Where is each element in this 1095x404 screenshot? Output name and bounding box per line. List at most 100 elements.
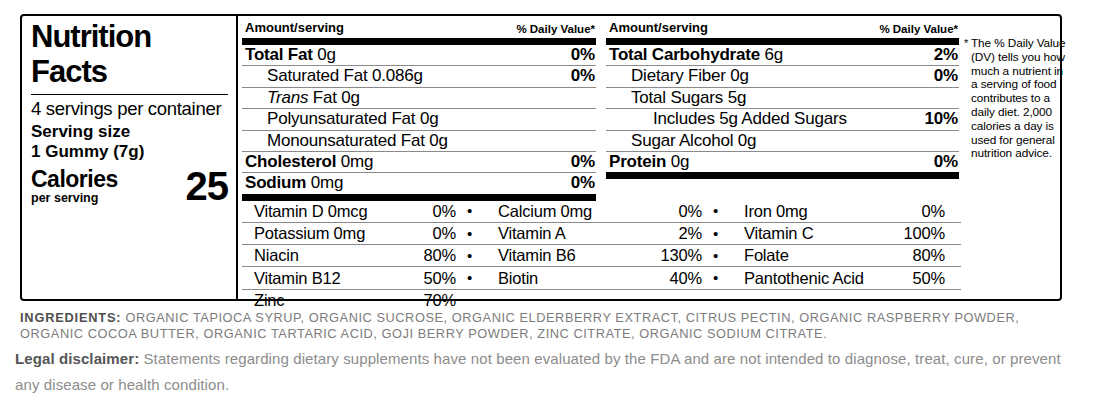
micronutrient-daily-value: 0% bbox=[433, 224, 456, 243]
micronutrient-daily-value: 80% bbox=[424, 246, 456, 265]
bullet-separator: • bbox=[702, 229, 718, 239]
micronutrient-name: Biotin bbox=[498, 269, 670, 288]
micronutrient-name: Folate bbox=[744, 246, 913, 265]
nutrient-columns: Amount/serving % Daily Value* Total Fat … bbox=[242, 19, 1066, 201]
micronutrient-row: Niacin80%•Vitamin B6130%•Folate80%• bbox=[242, 245, 961, 267]
bullet-separator: • bbox=[702, 206, 718, 216]
micronutrient-row: Potassium 0mg0%•Vitamin A2%•Vitamin C100… bbox=[242, 223, 961, 245]
thick-bar bbox=[606, 172, 959, 179]
nutrient-daily-value: 0% bbox=[934, 152, 958, 172]
nutrient-name: Monounsaturated Fat 0g bbox=[267, 131, 448, 151]
daily-value-footnote: * The % Daily Value (DV) tells you how m… bbox=[964, 37, 1066, 161]
nutrition-label-page: Nutrition Facts 4 servings per container… bbox=[0, 0, 1095, 404]
nutrient-row: Protein 0g 0% bbox=[606, 152, 959, 172]
nutrient-daily-value: 0% bbox=[571, 45, 595, 65]
nutrient-row: Total Carbohydrate 6g2% bbox=[606, 45, 959, 66]
micronutrient-daily-value: 80% bbox=[913, 246, 945, 265]
calories-value: 25 bbox=[186, 167, 229, 205]
micronutrients-table: Vitamin D 0mcg0%•Calcium 0mg0%•Iron 0mg0… bbox=[242, 201, 961, 311]
micronutrient-cell: Pantothenic Acid50%• bbox=[718, 269, 961, 288]
footnote-asterisk: * bbox=[964, 37, 971, 161]
bullet-separator: • bbox=[456, 273, 472, 283]
micronutrient-cell: Iron 0mg0%• bbox=[718, 202, 961, 221]
serving-size-label: Serving size bbox=[31, 122, 228, 142]
label-title-line2: Facts bbox=[31, 54, 228, 89]
micronutrient-cell: Vitamin C100%• bbox=[718, 224, 961, 243]
legal-disclaimer-label: Legal disclaimer: bbox=[15, 350, 139, 367]
nutrient-daily-value: 0% bbox=[571, 173, 595, 193]
micronutrient-row: Zinc70%• bbox=[242, 290, 961, 311]
thick-bar bbox=[242, 194, 596, 201]
nutrition-facts-box: Nutrition Facts 4 servings per container… bbox=[20, 14, 1062, 301]
micronutrient-name: Vitamin D 0mcg bbox=[254, 202, 433, 221]
bullet-separator: • bbox=[702, 273, 718, 283]
nutrient-row: Dietary Fiber 0g0% bbox=[606, 66, 959, 87]
nutrient-row: Monounsaturated Fat 0g bbox=[242, 131, 596, 152]
bullet-separator: • bbox=[456, 206, 472, 216]
micronutrient-cell: Niacin80%• bbox=[242, 246, 472, 265]
micronutrient-cell: Calcium 0mg0%• bbox=[472, 202, 718, 221]
calories-row: Calories per serving 25 bbox=[31, 167, 228, 205]
micronutrient-cell: Vitamin B1250%• bbox=[242, 269, 472, 288]
label-title-line1: Nutrition bbox=[31, 19, 228, 54]
micronutrient-name: Zinc bbox=[254, 291, 424, 310]
nutrient-name: Total Carbohydrate 6g bbox=[609, 45, 783, 65]
footnote-text: The % Daily Value (DV) tells you how muc… bbox=[971, 37, 1066, 161]
amount-serving-header: Amount/serving bbox=[609, 20, 708, 35]
micronutrient-cell: Vitamin A2%• bbox=[472, 224, 718, 243]
micronutrient-daily-value: 50% bbox=[913, 269, 945, 288]
label-title: Nutrition Facts bbox=[31, 19, 228, 89]
summary-panel: Nutrition Facts 4 servings per container… bbox=[22, 16, 238, 299]
micronutrient-daily-value: 50% bbox=[424, 269, 456, 288]
thick-bar bbox=[606, 38, 959, 45]
nutrient-area: Amount/serving % Daily Value* Total Fat … bbox=[238, 16, 1066, 299]
nutrient-row: Saturated Fat 0.086g0% bbox=[242, 66, 596, 87]
ingredients-section: INGREDIENTS: ORGANIC TAPIOCA SYRUP, ORGA… bbox=[20, 310, 1082, 341]
calories-sublabel: per serving bbox=[31, 191, 118, 205]
micronutrient-cell: Vitamin D 0mcg0%• bbox=[242, 202, 472, 221]
nutrient-rows: Total Fat 0g0%Saturated Fat 0.086g0%Tran… bbox=[242, 45, 596, 194]
serving-size-value: 1 Gummy (7g) bbox=[31, 142, 228, 162]
micronutrient-name: Vitamin A bbox=[498, 224, 679, 243]
micronutrient-name: Vitamin C bbox=[744, 224, 904, 243]
nutrient-row: Polyunsaturated Fat 0g bbox=[242, 109, 596, 130]
nutrient-row: Trans Fat 0g bbox=[242, 88, 596, 109]
nutrient-name: Sugar Alcohol 0g bbox=[631, 131, 756, 151]
micronutrient-name: Vitamin B6 bbox=[498, 246, 661, 265]
nutrient-name: Protein 0g bbox=[609, 152, 689, 172]
nutrient-row: Sodium 0mg 0% bbox=[242, 173, 596, 193]
micronutrient-daily-value: 0% bbox=[679, 202, 702, 221]
amount-serving-header: Amount/serving bbox=[245, 20, 344, 35]
micronutrient-name: Pantothenic Acid bbox=[744, 269, 913, 288]
micronutrient-name: Iron 0mg bbox=[744, 202, 922, 221]
daily-value-header: % Daily Value* bbox=[516, 23, 595, 35]
nutrient-column-carb: Amount/serving % Daily Value* Total Carb… bbox=[606, 19, 959, 179]
micronutrient-daily-value: 130% bbox=[661, 246, 702, 265]
nutrient-name: Sodium 0mg bbox=[245, 173, 343, 193]
micronutrient-cell: Vitamin B6130%• bbox=[472, 246, 718, 265]
bullet-separator: • bbox=[456, 251, 472, 261]
column-header: Amount/serving % Daily Value* bbox=[242, 19, 596, 38]
micronutrient-daily-value: 40% bbox=[670, 269, 702, 288]
micronutrient-cell: Folate80%• bbox=[718, 246, 961, 265]
micronutrient-daily-value: 70% bbox=[424, 291, 456, 310]
nutrient-name: Polyunsaturated Fat 0g bbox=[267, 109, 438, 129]
nutrient-row: Total Fat 0g 0% bbox=[242, 45, 596, 66]
micronutrient-cell: Biotin40%• bbox=[472, 269, 718, 288]
nutrient-daily-value: 10% bbox=[925, 109, 958, 129]
micronutrient-cell: Potassium 0mg0%• bbox=[242, 224, 472, 243]
bullet-separator: • bbox=[456, 229, 472, 239]
micronutrient-name: Niacin bbox=[254, 246, 424, 265]
micronutrient-daily-value: 0% bbox=[433, 202, 456, 221]
micronutrient-row: Vitamin B1250%•Biotin40%•Pantothenic Aci… bbox=[242, 267, 961, 289]
column-header: Amount/serving % Daily Value* bbox=[606, 19, 959, 38]
title-divider bbox=[31, 94, 228, 95]
nutrient-row: Includes 5g Added Sugars10% bbox=[606, 109, 959, 130]
calories-label: Calories bbox=[31, 167, 118, 191]
nutrient-daily-value: 0% bbox=[571, 66, 595, 86]
ingredients-label: INGREDIENTS: bbox=[20, 310, 121, 325]
nutrient-name: Dietary Fiber 0g bbox=[631, 66, 749, 86]
nutrient-name: Cholesterol 0mg bbox=[245, 152, 373, 172]
nutrient-name: Total Fat 0g bbox=[245, 45, 336, 65]
nutrient-daily-value: 0% bbox=[571, 152, 595, 172]
